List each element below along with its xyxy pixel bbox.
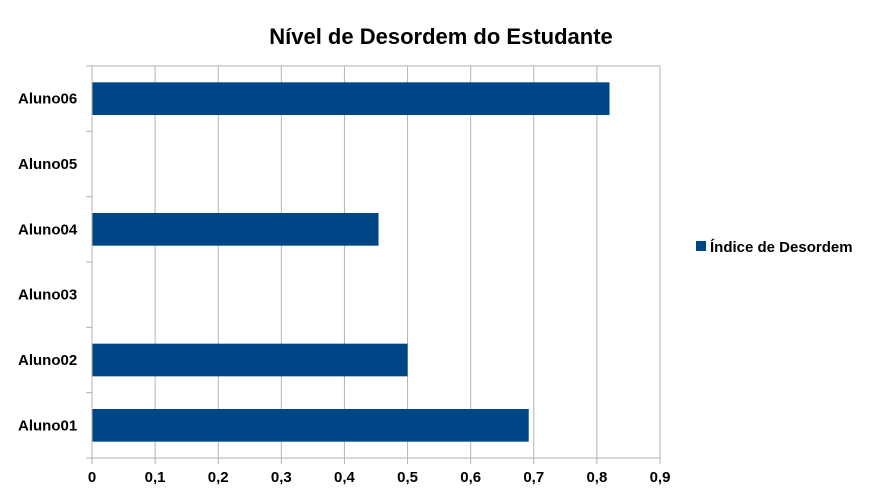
axes xyxy=(86,65,661,464)
category-label-aluno02: Aluno02 xyxy=(18,352,77,369)
bar-aluno06 xyxy=(92,82,610,115)
legend: Índice de Desordem xyxy=(696,239,853,256)
x-tick-label-7: 0,7 xyxy=(523,469,544,486)
x-tick-label-5: 0,5 xyxy=(397,469,418,486)
x-tick-label-9: 0,9 xyxy=(650,469,671,486)
bar-aluno04 xyxy=(92,213,379,246)
bars xyxy=(92,82,610,442)
x-tick-label-0: 0 xyxy=(88,469,96,486)
x-tick-label-4: 0,4 xyxy=(334,469,356,486)
chart-title: Nível de Desordem do Estudante xyxy=(269,24,613,49)
legend-swatch xyxy=(696,241,706,251)
category-label-aluno06: Aluno06 xyxy=(18,91,77,108)
gridlines xyxy=(91,66,661,458)
x-tick-label-1: 0,1 xyxy=(145,469,166,486)
category-label-aluno05: Aluno05 xyxy=(18,156,77,173)
bar-aluno01 xyxy=(92,409,529,442)
category-label-aluno04: Aluno04 xyxy=(18,221,78,238)
x-tick-label-8: 0,8 xyxy=(586,469,607,486)
x-tick-label-6: 0,6 xyxy=(460,469,481,486)
legend-label-indice-de-desordem: Índice de Desordem xyxy=(710,239,853,256)
category-label-aluno03: Aluno03 xyxy=(18,287,77,304)
bar-aluno02 xyxy=(92,343,408,377)
category-label-aluno01: Aluno01 xyxy=(18,417,77,434)
x-tick-label-3: 0,3 xyxy=(271,469,292,486)
x-tick-label-2: 0,2 xyxy=(208,469,229,486)
x-tick-labels: 0 0,1 0,2 0,3 0,4 0,5 0,6 0,7 0,8 0,9 xyxy=(88,469,671,486)
category-labels: Aluno01 Aluno02 Aluno03 Aluno04 Aluno05 Aluno… xyxy=(18,91,78,435)
